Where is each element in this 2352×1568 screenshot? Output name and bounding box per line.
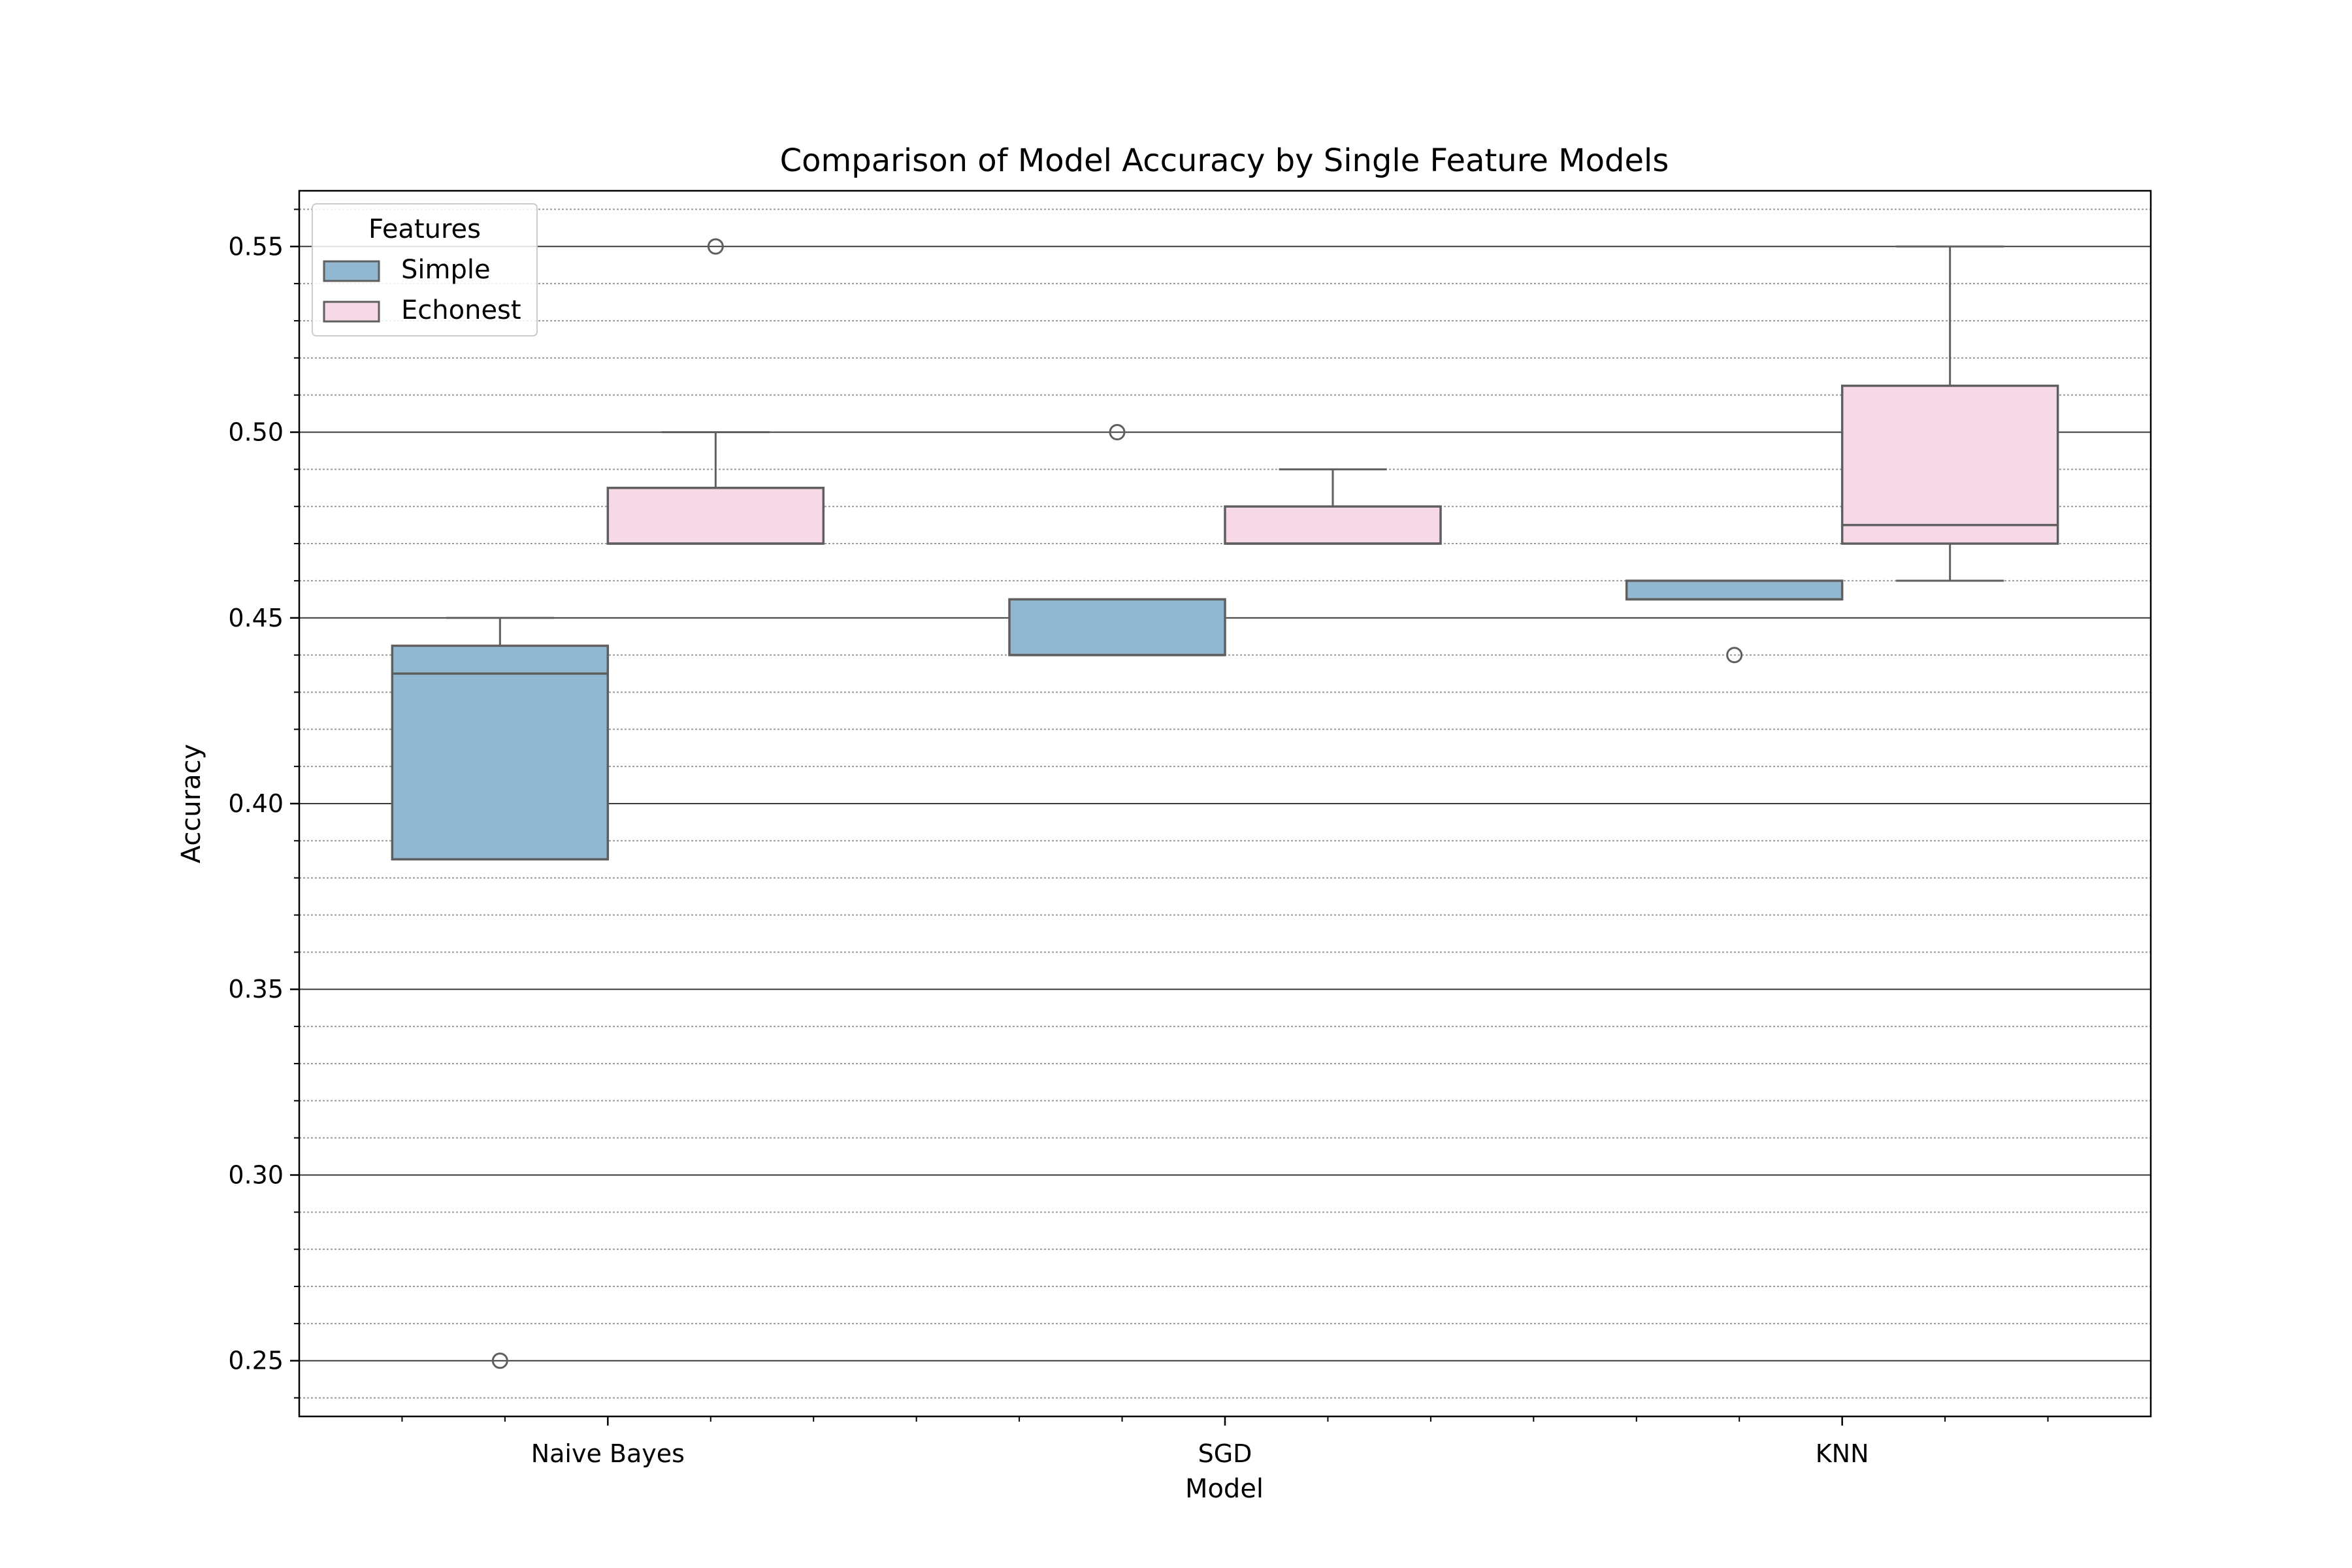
legend-label-echonest: Echonest <box>401 295 521 325</box>
x-tick-label: Naive Bayes <box>531 1439 685 1468</box>
box-outlier <box>707 238 724 255</box>
x-tick-label: KNN <box>1816 1439 1869 1468</box>
box-body <box>1224 505 1442 545</box>
legend-swatch-simple <box>323 260 380 282</box>
box-series <box>391 238 2059 1369</box>
box-body <box>391 644 610 861</box>
legend-swatch-echonest <box>323 301 380 323</box>
x-axis: Naive Bayes SGD KNN <box>401 1416 2049 1468</box>
y-tick-label: 0.40 <box>228 789 284 818</box>
legend-title: Features <box>368 214 481 244</box>
x-axis-label: Model <box>1185 1474 1264 1504</box>
legend-label-simple: Simple <box>401 255 491 285</box>
box-body <box>606 487 825 545</box>
y-tick-label: 0.30 <box>228 1160 284 1189</box>
y-tick-label: 0.50 <box>228 418 284 447</box>
box-outlier <box>491 1352 508 1369</box>
y-tick-label: 0.55 <box>228 232 284 261</box>
y-tick-label: 0.45 <box>228 604 284 632</box>
box-outlier <box>1726 647 1743 664</box>
box-body <box>1840 384 2059 545</box>
legend: Features Simple Echonest <box>312 203 538 336</box>
y-axis: 0.25 0.30 0.35 0.40 0.45 0.50 0.55 <box>228 208 299 1399</box>
box-body <box>1008 598 1226 657</box>
y-axis-label: Accuracy <box>176 744 206 864</box>
chart-title: Comparison of Model Accuracy by Single F… <box>780 142 1669 179</box>
y-tick-label: 0.25 <box>228 1347 284 1375</box>
x-tick-label: SGD <box>1198 1439 1252 1468</box>
box-body <box>1625 580 1844 601</box>
y-tick-label: 0.35 <box>228 975 284 1004</box>
box-outlier <box>1109 424 1126 441</box>
